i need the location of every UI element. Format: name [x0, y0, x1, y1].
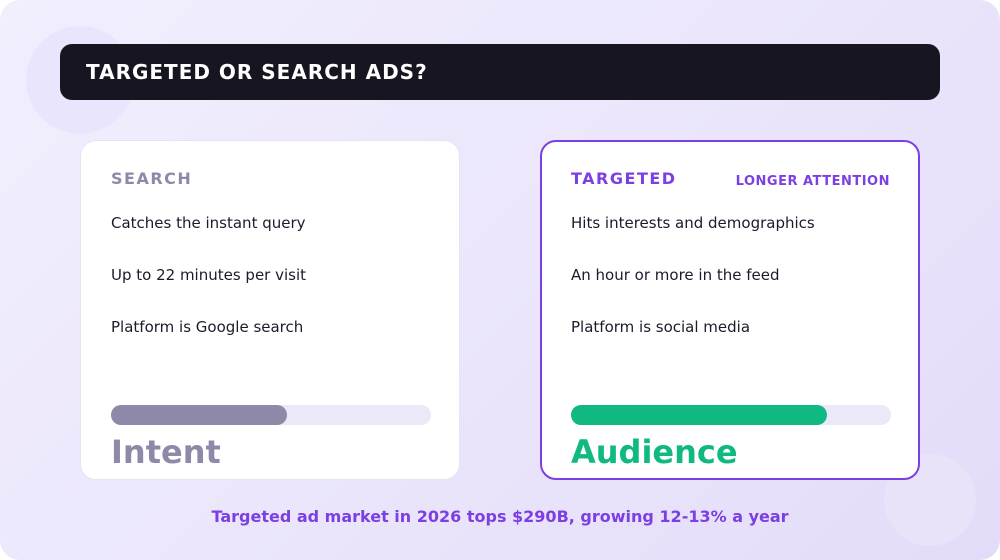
- card-metric: Audience: [571, 433, 738, 471]
- targeted-card: TARGETED LONGER ATTENTION Hits interests…: [540, 140, 920, 480]
- card-metric: Intent: [111, 433, 221, 471]
- progress-track: [111, 405, 431, 425]
- card-point: Platform is Google search: [111, 318, 304, 336]
- card-point: Platform is social media: [571, 318, 751, 336]
- card-point: An hour or more in the feed: [571, 266, 780, 284]
- card-point: Catches the instant query: [111, 214, 306, 232]
- card-label: SEARCH: [111, 169, 193, 188]
- card-point: Up to 22 minutes per visit: [111, 266, 307, 284]
- progress-track: [571, 405, 891, 425]
- header: TARGETED OR SEARCH ADS?: [60, 44, 940, 100]
- footer-note: Targeted ad market in 2026 tops $290B, g…: [211, 507, 789, 526]
- card-point: Hits interests and demographics: [571, 214, 815, 232]
- title: TARGETED OR SEARCH ADS?: [86, 60, 428, 84]
- card-label: TARGETED: [571, 169, 677, 188]
- card-badge: LONGER ATTENTION: [735, 174, 890, 189]
- progress-fill: [571, 405, 827, 425]
- search-card: SEARCH Catches the instant query Up to 2…: [80, 140, 460, 480]
- progress-fill: [111, 405, 287, 425]
